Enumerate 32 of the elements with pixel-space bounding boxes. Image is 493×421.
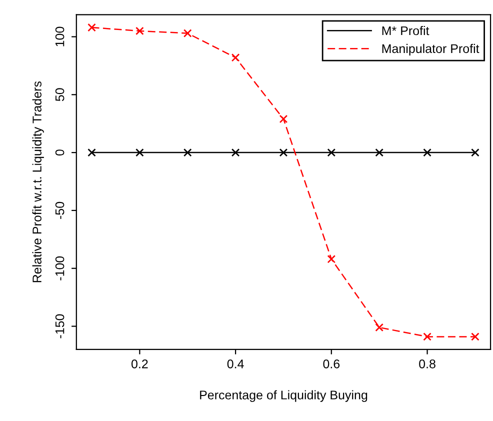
point bbox=[88, 23, 96, 32]
point bbox=[375, 148, 384, 157]
legend-label: M* Profit bbox=[382, 26, 430, 36]
point bbox=[279, 114, 288, 124]
point bbox=[423, 148, 432, 157]
y-axis-title: Relative Profit w.r.t. Liquidity Traders bbox=[32, 81, 44, 282]
point bbox=[183, 29, 192, 38]
point bbox=[136, 148, 144, 157]
point bbox=[279, 148, 288, 157]
y-tick-label: 100 bbox=[55, 26, 64, 46]
point bbox=[471, 148, 480, 157]
point bbox=[88, 148, 96, 157]
y-tick-label: 0 bbox=[55, 150, 64, 156]
point bbox=[423, 332, 432, 341]
point bbox=[375, 323, 384, 332]
point bbox=[231, 148, 240, 157]
point bbox=[471, 332, 480, 341]
point bbox=[231, 53, 240, 62]
x-axis-title: Percentage of Liquidity Buying bbox=[200, 390, 368, 402]
point bbox=[136, 26, 144, 36]
point bbox=[327, 148, 336, 157]
y-tick-label: 50 bbox=[55, 88, 64, 102]
legend-label: Manipulator Profit bbox=[382, 44, 480, 56]
x-tick-label: 0.8 bbox=[419, 359, 436, 368]
point bbox=[327, 254, 336, 264]
x-tick-label: 0.6 bbox=[323, 359, 340, 368]
y-tick-label: -100 bbox=[55, 256, 64, 280]
y-tick-label: -150 bbox=[55, 314, 64, 338]
x-tick-label: 0.2 bbox=[131, 359, 148, 368]
point bbox=[183, 148, 192, 157]
y-tick-label: -50 bbox=[55, 202, 64, 219]
x-tick-label: 0.4 bbox=[227, 359, 244, 368]
